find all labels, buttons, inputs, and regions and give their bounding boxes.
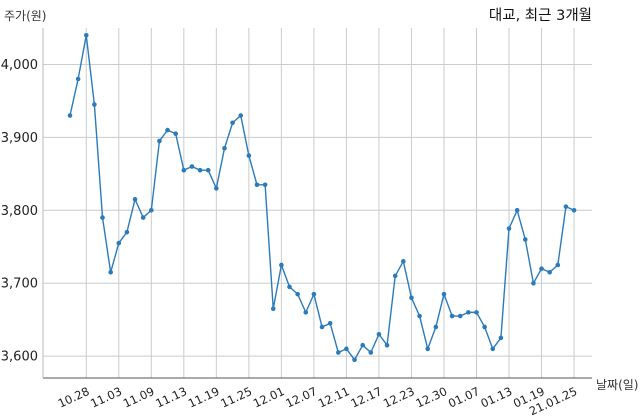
data-point <box>344 346 349 352</box>
data-point <box>295 291 300 297</box>
data-point <box>262 182 268 188</box>
data-point <box>571 207 577 213</box>
data-point <box>409 295 414 301</box>
data-point <box>417 313 422 319</box>
x-tick-label: 11.09 <box>121 384 157 411</box>
data-point <box>303 310 309 315</box>
data-point <box>401 259 406 264</box>
data-point <box>92 102 97 107</box>
data-point <box>466 310 471 315</box>
data-point <box>425 346 431 352</box>
x-tick-label: 12.11 <box>316 384 352 411</box>
data-point <box>108 269 113 275</box>
data-point <box>205 167 211 173</box>
y-tick-label: 3,700 <box>1 277 38 292</box>
data-point <box>531 280 536 286</box>
data-point <box>311 291 317 297</box>
data-point <box>197 167 203 173</box>
data-point <box>384 342 390 348</box>
data-point <box>368 350 374 355</box>
data-point <box>490 346 496 352</box>
y-tick-labels: 3,600 3,700 3,800 3,900 4,000 <box>1 58 38 365</box>
y-tick-label: 3,900 <box>1 131 38 146</box>
y-tick-label: 3,600 <box>1 350 38 365</box>
data-point <box>75 76 81 82</box>
price-line <box>69 34 575 361</box>
data-point <box>214 186 219 191</box>
data-point <box>222 146 227 151</box>
data-point <box>100 215 105 220</box>
data-point <box>441 291 447 297</box>
data-point <box>392 273 398 279</box>
data-point <box>360 342 365 348</box>
y-axis-label: 주가(원) <box>4 9 46 23</box>
data-point <box>522 237 528 242</box>
data-point <box>327 321 333 326</box>
x-tick-label: 11.19 <box>186 384 222 411</box>
data-point <box>376 331 382 337</box>
data-point <box>563 204 569 209</box>
data-point <box>181 167 187 173</box>
data-point <box>514 207 520 213</box>
price-series <box>67 32 577 363</box>
data-point <box>238 113 244 118</box>
grid-lines <box>43 28 592 378</box>
x-tick-label: 12.17 <box>348 384 384 411</box>
y-tick-label: 3,800 <box>1 204 38 219</box>
x-axis-label: 날짜(일) <box>596 378 638 392</box>
data-point <box>287 284 292 290</box>
data-point <box>246 153 252 158</box>
data-point <box>67 113 73 118</box>
x-tick-label: 01.07 <box>446 384 482 411</box>
x-tick-label: 11.25 <box>218 384 254 411</box>
data-point <box>555 262 561 268</box>
x-tick-label: 01.13 <box>479 384 515 411</box>
data-point <box>124 229 130 235</box>
data-point <box>173 131 178 137</box>
x-tick-label: 11.03 <box>88 384 124 411</box>
data-point <box>506 226 512 231</box>
axes <box>42 28 592 379</box>
data-point <box>230 120 235 126</box>
data-point <box>539 266 544 271</box>
data-point <box>189 164 195 169</box>
x-tick-label: 12.01 <box>251 384 287 411</box>
data-point <box>279 262 284 268</box>
data-point <box>457 313 463 319</box>
data-point <box>498 335 504 341</box>
data-point <box>547 269 552 275</box>
x-tick-label: 12.23 <box>381 384 417 411</box>
data-point <box>157 138 162 144</box>
data-point <box>132 197 138 202</box>
chart-title: 대교, 최근 3개월 <box>489 7 592 24</box>
data-point <box>116 240 122 246</box>
data-point <box>83 32 89 38</box>
data-point <box>449 313 455 319</box>
data-point <box>433 324 439 330</box>
data-point <box>474 310 479 315</box>
x-tick-label: 12.30 <box>413 384 449 411</box>
data-point <box>482 324 487 330</box>
data-point <box>254 182 260 188</box>
x-tick-label: 12.07 <box>283 384 319 411</box>
data-point <box>270 306 276 312</box>
x-tick-label: 10.28 <box>56 384 92 411</box>
x-tick-labels: 10.2811.0311.0911.1311.1911.2512.0112.07… <box>56 384 580 418</box>
x-tick-label: 11.13 <box>153 384 189 411</box>
data-point <box>319 324 325 330</box>
data-point <box>149 207 154 213</box>
data-point <box>165 127 170 133</box>
data-point <box>352 357 357 363</box>
data-point <box>140 215 146 220</box>
y-tick-label: 4,000 <box>1 58 38 73</box>
data-point <box>335 350 341 355</box>
